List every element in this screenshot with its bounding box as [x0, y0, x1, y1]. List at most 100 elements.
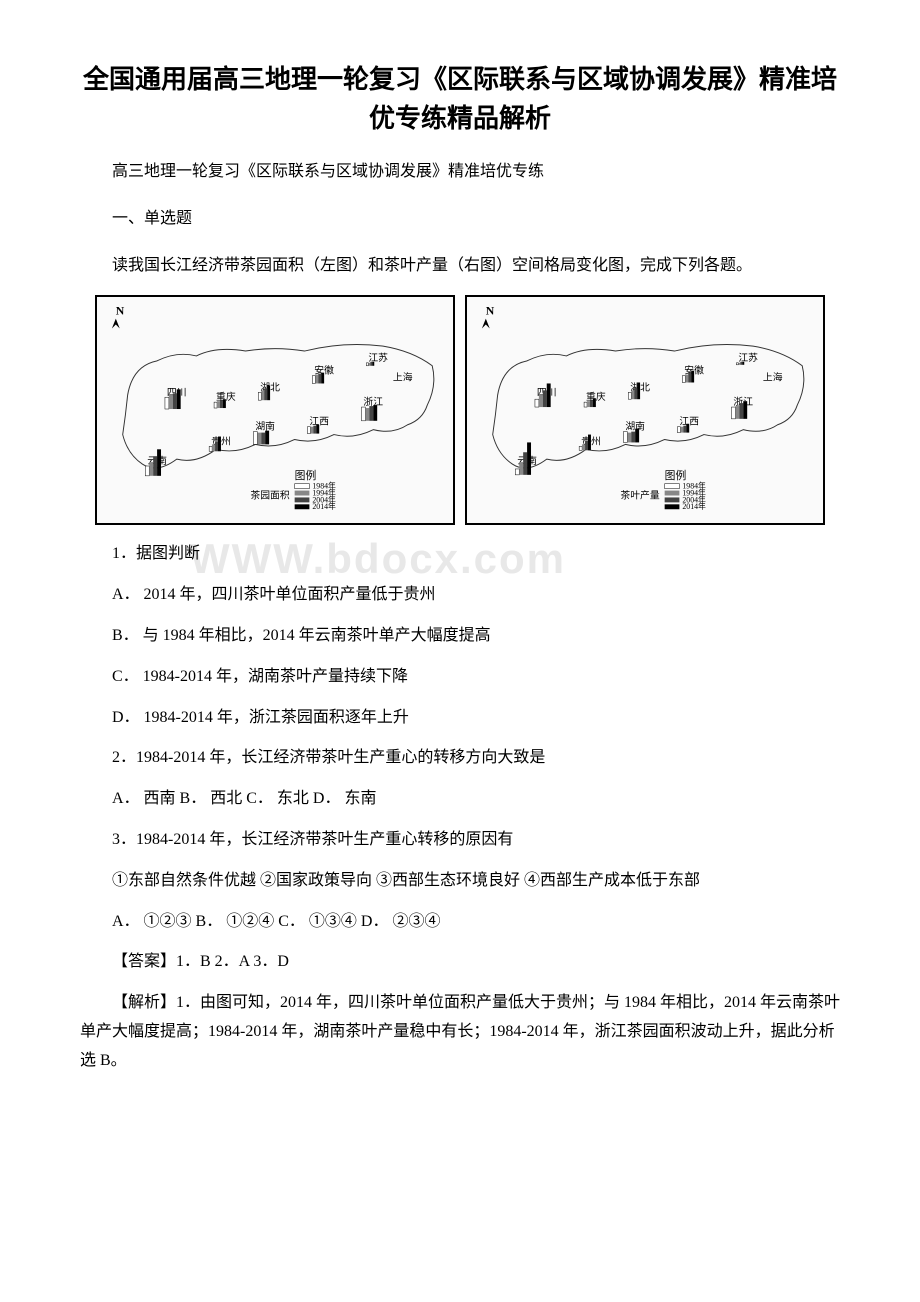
bar	[739, 404, 743, 420]
legend-label-right: 茶叶产量	[620, 489, 659, 502]
bar	[267, 386, 270, 401]
bar	[145, 466, 149, 476]
legend-bar	[665, 505, 680, 510]
bar	[372, 362, 374, 366]
legend-bar	[295, 505, 310, 510]
province-shanghai: 上海	[393, 371, 413, 384]
bar	[682, 376, 685, 383]
bar	[634, 388, 637, 400]
explanation-text: 【解析】1．由图可知，2014 年，四川茶叶单位面积产量低大于贵州；与 1984…	[80, 989, 840, 1075]
legend-bar	[295, 498, 310, 503]
bar	[593, 399, 596, 408]
north-arrow-icon	[112, 319, 120, 329]
bar	[315, 375, 318, 384]
bar	[366, 363, 368, 366]
bar	[312, 376, 315, 384]
map-right-svg: N 四川 重庆 湖北 安徽	[467, 297, 823, 523]
bar	[631, 432, 635, 443]
bar	[515, 469, 519, 475]
question-1-number: 1．据图判断	[80, 540, 840, 569]
bar	[579, 447, 582, 451]
bar	[316, 425, 319, 434]
bar	[209, 447, 212, 452]
bar	[637, 383, 640, 400]
bar	[307, 427, 310, 434]
bar	[165, 398, 169, 410]
bar	[523, 453, 527, 476]
bar	[686, 424, 689, 433]
maps-container: N 四川 重庆 湖北	[80, 295, 840, 525]
bar	[214, 403, 217, 409]
bar	[519, 462, 523, 475]
question-2-number: 2．1984-2014 年，长江经济带茶叶生产重心的转移方向大致是	[80, 744, 840, 773]
bar	[731, 407, 735, 419]
answer-text: 【答案】1．B 2．A 3．D	[80, 948, 840, 977]
bar	[631, 391, 634, 400]
map-right-tea-output: N 四川 重庆 湖北 安徽	[465, 295, 825, 525]
bar	[223, 400, 226, 409]
bar	[688, 373, 691, 383]
bar	[735, 406, 739, 419]
question-1-option-a: A． 2014 年，四川茶叶单位面积产量低于贵州	[80, 581, 840, 610]
province-jiangxi: 江西	[679, 416, 699, 428]
bar	[680, 427, 683, 433]
legend-bar	[665, 491, 680, 496]
bar	[368, 363, 370, 366]
bar	[740, 362, 742, 365]
map-left-tea-area: N 四川 重庆 湖北	[95, 295, 455, 525]
section-heading: 一、单选题	[80, 205, 840, 234]
bar	[365, 408, 369, 421]
bar	[220, 401, 223, 409]
bar	[257, 433, 261, 445]
province-shanghai: 上海	[763, 371, 783, 384]
north-label-left: N	[116, 304, 125, 318]
question-3-sub: ①东部自然条件优越 ②国家政策导向 ③西部生态环境良好 ④西部生产成本低于东部	[80, 867, 840, 896]
intro-paragraph: 读我国长江经济带茶园面积（左图）和茶叶产量（右图）空间格局变化图，完成下列各题。	[80, 252, 840, 281]
bar	[683, 426, 686, 433]
bar	[677, 427, 680, 433]
bar	[212, 445, 215, 452]
bar	[215, 442, 218, 452]
bar	[691, 371, 694, 383]
bar	[361, 407, 365, 421]
bar	[543, 391, 547, 408]
north-arrow-icon	[482, 319, 490, 329]
bar	[258, 393, 261, 401]
bar	[218, 437, 221, 452]
bar	[547, 384, 551, 408]
bar	[253, 432, 257, 445]
bar	[743, 402, 747, 420]
bar	[153, 457, 157, 477]
north-label-right: N	[486, 304, 495, 318]
province-jiangxi: 江西	[309, 416, 329, 428]
legend-bar	[295, 491, 310, 496]
question-3-number: 3．1984-2014 年，长江经济带茶叶生产重心转移的原因有	[80, 826, 840, 855]
bar	[318, 374, 321, 384]
bar	[157, 450, 161, 477]
bar	[177, 390, 181, 410]
bar	[584, 403, 587, 408]
legend-year: 2014年	[682, 502, 706, 512]
bar	[321, 373, 324, 384]
bar	[264, 389, 267, 401]
bar	[587, 402, 590, 408]
bar	[149, 462, 153, 476]
legend-bar	[295, 484, 310, 489]
legend-title-right: 图例	[665, 468, 687, 482]
document-subtitle: 高三地理一轮复习《区际联系与区域协调发展》精准培优专练	[80, 158, 840, 187]
bar	[370, 362, 372, 366]
bar	[173, 394, 177, 410]
map-left-svg: N 四川 重庆 湖北	[97, 297, 453, 523]
question-3-options: A． ①②③ B． ①②④ C． ①③④ D． ②③④	[80, 908, 840, 937]
legend-label-left: 茶园面积	[250, 489, 289, 502]
bar	[310, 427, 313, 434]
bar	[265, 431, 269, 445]
bar	[736, 363, 738, 365]
bar	[261, 433, 265, 445]
document-title: 全国通用届高三地理一轮复习《区际联系与区域协调发展》精准培优专练精品解析	[80, 60, 840, 138]
bar	[623, 432, 627, 443]
legend-bar	[665, 498, 680, 503]
bar	[313, 426, 316, 434]
bar	[588, 435, 591, 451]
question-2-options: A． 西南 B． 西北 C． 东北 D． 东南	[80, 785, 840, 814]
